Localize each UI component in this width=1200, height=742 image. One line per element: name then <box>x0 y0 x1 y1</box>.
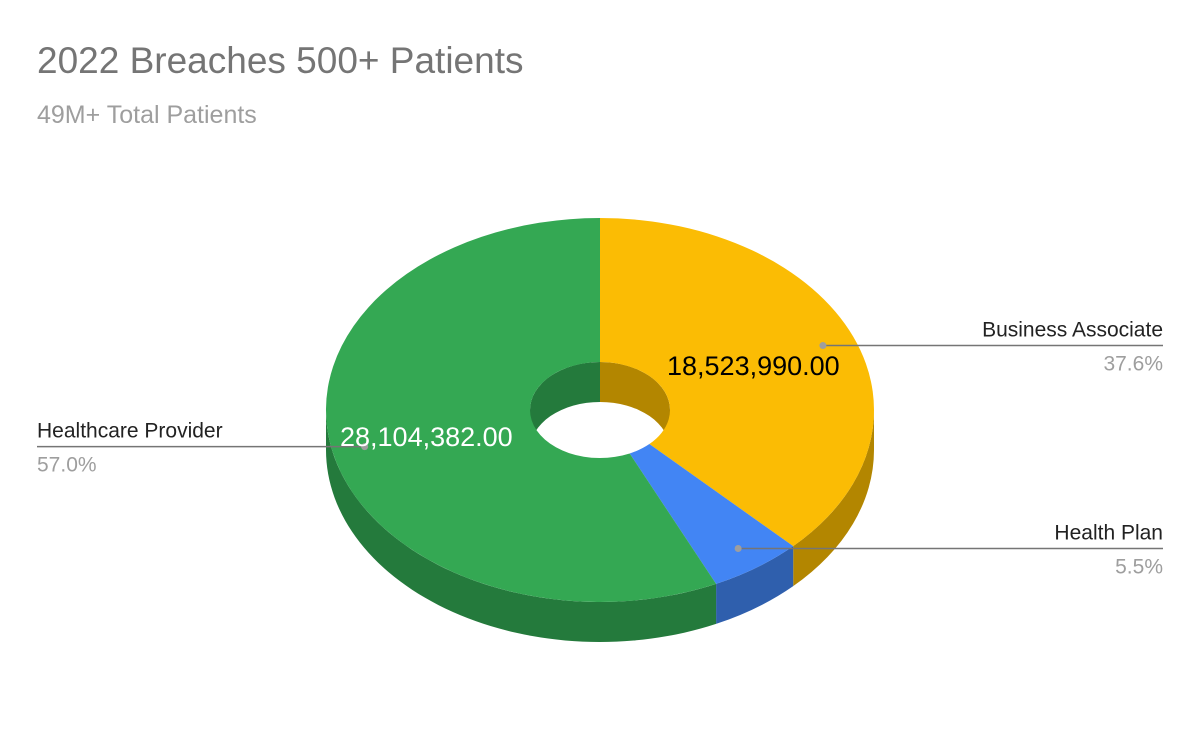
slice-0 <box>600 218 874 547</box>
slice-2 <box>325 218 717 602</box>
slice-label-2: Healthcare Provider <box>37 420 223 443</box>
callout-dot-0 <box>819 342 827 350</box>
slice-labels: Business Associate 37.6% 18,523,990.00 Heal… <box>37 319 1163 578</box>
slice-value-0: 18,523,990.00 <box>667 351 840 381</box>
slice-label-0: Business Associate <box>982 319 1163 342</box>
slice-sides <box>326 410 874 642</box>
slice-value-2: 28,104,382.00 <box>340 422 513 452</box>
callout-dot-1 <box>734 544 742 552</box>
slice-hole-wall-0 <box>600 362 670 450</box>
slice-percent-0: 37.6% <box>1103 353 1163 376</box>
chart-title: 2022 Breaches 500+ Patients <box>37 40 524 81</box>
slice-percent-2: 57.0% <box>37 454 97 477</box>
slice-tops <box>325 218 874 602</box>
slice-percent-1: 5.5% <box>1115 555 1163 578</box>
callout-dot-2 <box>361 443 369 451</box>
slice-label-1: Health Plan <box>1054 521 1163 544</box>
slice-side-1 <box>716 546 794 624</box>
donut-hole <box>530 362 670 450</box>
slice-side-2 <box>326 410 717 642</box>
slice-side-0 <box>793 410 874 587</box>
chart-subtitle: 49M+ Total Patients <box>37 101 257 129</box>
slice-hole-wall-2 <box>530 362 600 450</box>
